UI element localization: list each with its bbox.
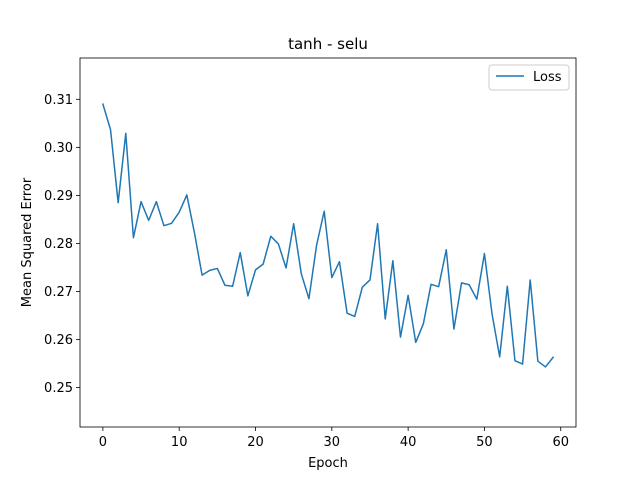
- x-tick-label: 60: [552, 435, 569, 450]
- y-tick-label: 0.28: [44, 237, 73, 252]
- y-tick-label: 0.30: [44, 141, 73, 156]
- y-tick-label: 0.25: [44, 381, 73, 396]
- legend-frame: [488, 64, 570, 91]
- x-tick-label: 10: [171, 435, 188, 450]
- y-tick-label: 0.27: [44, 285, 73, 300]
- x-axis-label: Epoch: [308, 456, 348, 471]
- x-axis: 0 10 20 30 40 50 60: [99, 427, 569, 450]
- x-tick-label: 30: [324, 435, 341, 450]
- chart-title: tanh - selu: [288, 35, 368, 53]
- y-tick-label: 0.26: [44, 333, 73, 348]
- axes-frame: [79, 57, 577, 428]
- x-tick-label: 40: [400, 435, 417, 450]
- loss-line: [101, 103, 555, 368]
- x-tick-label: 0: [99, 435, 107, 450]
- x-tick-label: 50: [476, 435, 493, 450]
- legend: Loss: [488, 64, 570, 91]
- legend-label-loss: Loss: [533, 70, 562, 85]
- plot-area: [101, 103, 555, 368]
- y-axis-label: Mean Squared Error: [20, 177, 35, 307]
- y-axis: 0.25 0.26 0.27 0.28 0.29 0.30 0.31: [44, 93, 80, 396]
- x-tick-label: 20: [247, 435, 264, 450]
- y-tick-label: 0.31: [44, 93, 73, 108]
- y-tick-label: 0.29: [44, 189, 73, 204]
